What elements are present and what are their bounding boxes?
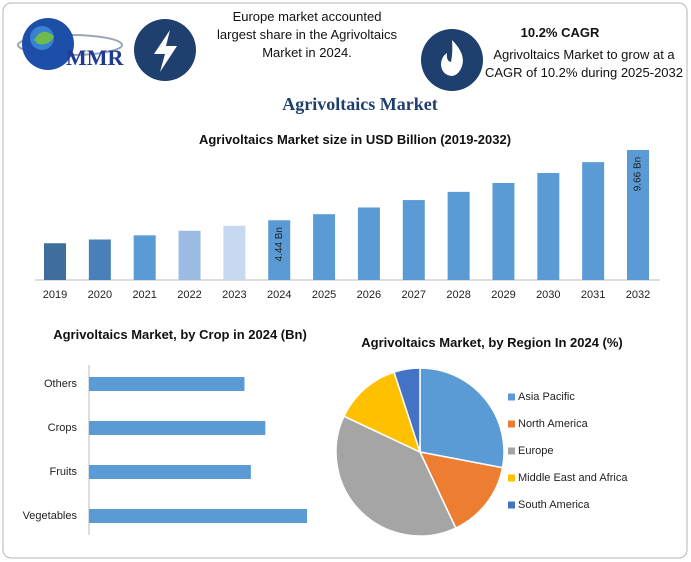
x-tick-label: 2028 xyxy=(446,289,470,301)
x-tick-label: 2031 xyxy=(581,289,605,301)
logo: MMR xyxy=(17,18,125,70)
x-tick-label: 2024 xyxy=(267,289,291,301)
flame-shape xyxy=(441,40,463,76)
bar xyxy=(133,235,156,280)
y-tick-label: Fruits xyxy=(50,466,78,478)
legend-label: Asia Pacific xyxy=(518,391,575,403)
logo-text: MMR xyxy=(66,45,125,70)
bar xyxy=(627,150,649,280)
bolt-shape xyxy=(154,30,177,72)
legend-label: Europe xyxy=(518,445,553,457)
bar xyxy=(88,239,111,280)
bar xyxy=(89,421,266,435)
bar xyxy=(313,214,336,280)
value-label: 9.66 Bn xyxy=(633,157,644,191)
x-tick-label: 2026 xyxy=(357,289,381,301)
x-tick-label: 2025 xyxy=(312,289,336,301)
bar xyxy=(268,220,291,280)
pie-slice xyxy=(342,371,422,454)
x-tick-label: 2030 xyxy=(536,289,560,301)
legend-swatch xyxy=(508,447,515,455)
y-tick-label: Crops xyxy=(48,422,78,434)
legend-label: Middle East and Africa xyxy=(518,472,628,484)
chart-title: Agrivoltaics Market size in USD Billion … xyxy=(198,132,512,147)
x-tick-label: 2021 xyxy=(132,289,156,301)
bar xyxy=(582,162,605,280)
x-tick-label: 2032 xyxy=(626,289,650,301)
pie-slice xyxy=(393,367,421,453)
x-tick-label: 2022 xyxy=(177,289,201,301)
pie-slice xyxy=(419,367,505,469)
bar xyxy=(178,230,201,280)
bar xyxy=(44,243,66,280)
chart-title: Agrivoltaics Market, by Region In 2024 (… xyxy=(361,335,623,350)
x-tick-label: 2019 xyxy=(43,289,67,301)
bar xyxy=(492,182,515,280)
bar xyxy=(89,377,245,391)
legend-label: North America xyxy=(518,418,589,430)
pie-slice xyxy=(418,450,504,530)
info-right-text: Agrivoltaics Market to grow at a CAGR of… xyxy=(484,47,683,80)
pie-slice xyxy=(335,415,457,537)
y-tick-label: Vegetables xyxy=(23,510,78,522)
bar xyxy=(402,200,425,280)
legend-swatch xyxy=(508,501,515,509)
bar xyxy=(537,173,560,280)
y-tick-label: Others xyxy=(44,378,78,390)
info-right-title: 10.2% CAGR xyxy=(520,25,600,40)
x-tick-label: 2027 xyxy=(402,289,426,301)
legend-swatch xyxy=(508,393,515,401)
bar xyxy=(447,191,470,280)
x-tick-label: 2029 xyxy=(491,289,515,301)
value-label: 4.44 Bn xyxy=(274,227,285,261)
main-title: Agrivoltaics Market xyxy=(282,94,438,114)
legend-label: South America xyxy=(518,499,590,511)
x-tick-label: 2020 xyxy=(88,289,112,301)
legend-swatch xyxy=(508,474,515,482)
x-tick-label: 2023 xyxy=(222,289,246,301)
info-left: Europe market accounted largest share in… xyxy=(217,9,397,60)
legend-swatch xyxy=(508,420,515,428)
chart-title: Agrivoltaics Market, by Crop in 2024 (Bn… xyxy=(53,327,307,342)
bar xyxy=(223,225,246,280)
bar xyxy=(89,509,307,523)
bar xyxy=(357,207,380,280)
bar xyxy=(89,465,251,479)
